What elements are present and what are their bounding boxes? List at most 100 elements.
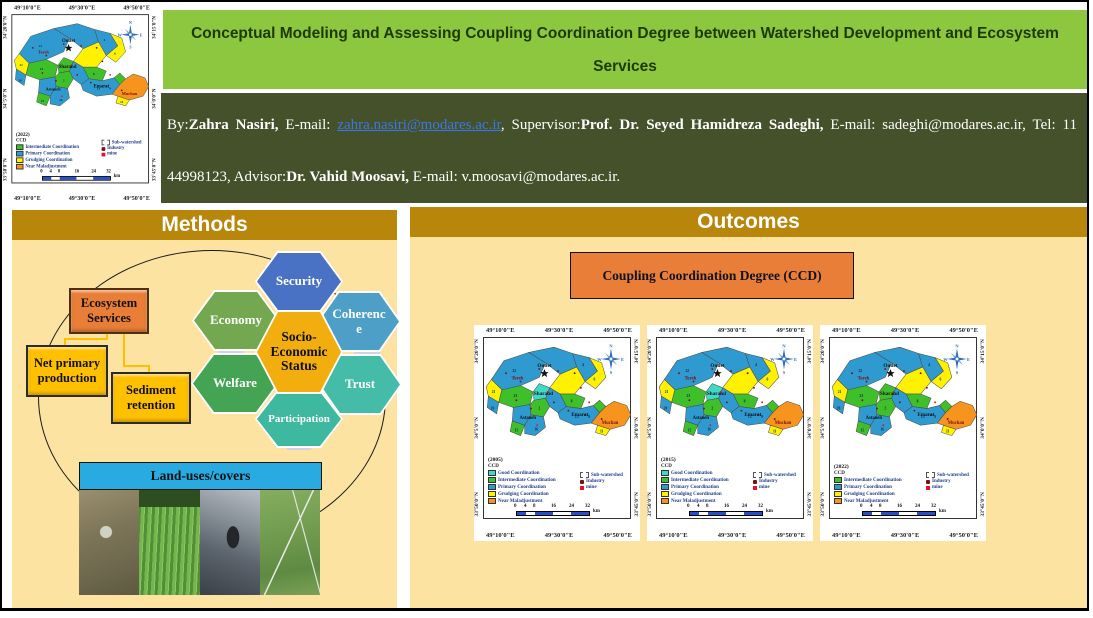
svg-text:Emarat: Emarat (571, 412, 588, 418)
coord-label: 34°5'0"N (647, 417, 653, 439)
legend-label: Good Coordination (498, 470, 540, 476)
svg-text:W: W (770, 357, 775, 362)
hexagon-label: Socio-Economic Status (270, 328, 328, 374)
outcomes-body: Coupling Coordination Degree (CCD) 49°10… (410, 237, 1087, 608)
scale-tick: 8 (706, 504, 709, 509)
svg-text:11: 11 (773, 429, 777, 433)
svg-text:Sharand: Sharand (534, 391, 553, 397)
scale-tick: 0 (860, 504, 863, 509)
svg-text:Emarat: Emarat (917, 412, 934, 418)
svg-text:Emarat: Emarat (94, 84, 110, 89)
svg-text:4: 4 (103, 38, 105, 42)
svg-text:Toreh: Toreh (858, 376, 870, 381)
legend-label: Near Maladjustment (25, 164, 67, 170)
legend-entry: Industry (580, 479, 623, 484)
svg-text:16: 16 (707, 427, 711, 431)
ccd-map-card: 49°10'0"E 49°30'0"E 49°50'0"E 34°20'0"N … (3, 3, 158, 204)
svg-text:13: 13 (748, 415, 752, 419)
email-link[interactable]: zahra.nasiri@modares.ac.ir (337, 117, 501, 133)
subwatershed-swatch (580, 472, 589, 478)
svg-text:8: 8 (744, 399, 746, 403)
poster-title-bar: Conceptual Modeling and Assessing Coupli… (163, 10, 1087, 89)
legend-label: mine (759, 485, 770, 490)
svg-text:11: 11 (946, 429, 950, 433)
legend-label: Industry (759, 479, 778, 484)
coord-label: 34°0'0"N (980, 417, 986, 439)
coord-label: 49°50'0"E (776, 532, 805, 539)
scale-tick: 24 (91, 169, 96, 175)
svg-text:N: N (129, 20, 132, 25)
coord-label: 49°30'0"E (890, 327, 920, 334)
map-legend-symbols: Sub-watershed Industry mine (580, 472, 623, 491)
svg-text:11: 11 (120, 100, 124, 104)
legend-title: CCD (488, 464, 499, 469)
svg-text:2: 2 (63, 79, 65, 83)
map-legend-symbols: Sub-watershed Industry mine (101, 139, 142, 158)
coord-label: 33°45'0"N (634, 492, 640, 517)
legend-title: CCD (661, 464, 672, 469)
scale-tick: 0 (40, 169, 43, 175)
ccd-map-card: 49°10'0"E 49°30'0"E 49°50'0"E 34°20'0"N … (474, 325, 640, 541)
scale-tick: 4 (870, 504, 873, 509)
svg-text:15: 15 (515, 428, 519, 432)
svg-text:20: 20 (491, 407, 495, 411)
poster-title-line1: Conceptual Modeling and Assessing Coupli… (191, 24, 1059, 42)
legend-rows: Intermediate Coordination Primary Coordin… (834, 477, 902, 504)
map-legend-symbols: Sub-watershed Industry mine (753, 472, 796, 491)
svg-text:2: 2 (711, 407, 713, 411)
svg-text:2: 2 (538, 407, 540, 411)
connector-lines (64, 330, 150, 372)
compass-rose-icon: N E S W (770, 343, 797, 375)
svg-text:Astaneh: Astaneh (520, 416, 537, 421)
scale-tick: 8 (533, 504, 536, 509)
svg-text:21: 21 (838, 390, 842, 394)
scale-tick: 32 (585, 504, 590, 509)
legend-entry: Grudging Coordination (488, 491, 556, 497)
legend-rows: Good Coordination Intermediate Coordinati… (661, 470, 729, 504)
svg-text:Outlet: Outlet (537, 363, 551, 369)
coord-label: 34°15'0"N (807, 339, 813, 364)
hexagon-label: Coherence (332, 306, 386, 336)
svg-text:22: 22 (39, 44, 43, 48)
hexagon-label: Trust (344, 376, 376, 392)
svg-text:20: 20 (664, 407, 668, 411)
legend-swatch (488, 470, 496, 476)
legend-label: Near Maladjustment (844, 498, 889, 504)
hexagon-label: Economy (210, 312, 262, 328)
svg-text:Outlet: Outlet (62, 39, 76, 44)
subwatershed-swatch (101, 139, 110, 146)
net-primary-production-label: Net primary production (33, 356, 101, 385)
scale-unit: km (113, 174, 121, 179)
svg-text:22: 22 (686, 369, 690, 373)
legend-label: Grudging Coordination (671, 491, 722, 497)
subwatershed-swatch (926, 472, 935, 478)
legend-label: Primary Coordination (844, 484, 892, 490)
svg-text:13: 13 (97, 86, 101, 90)
legend-label: Intermediate Coordination (671, 477, 729, 483)
legend-label: Industry (107, 146, 125, 151)
svg-text:16: 16 (880, 427, 884, 431)
svg-text:16: 16 (59, 98, 63, 102)
photo-mining-excavator (199, 490, 260, 595)
legend-swatch (661, 491, 669, 497)
scale-tick: 16 (724, 504, 729, 509)
svg-text:4: 4 (928, 363, 930, 367)
svg-text:Sharand: Sharand (707, 391, 726, 397)
by-label: By: (167, 117, 189, 133)
industry-marker-icon (101, 146, 106, 151)
legend-swatch (834, 498, 842, 504)
svg-text:6: 6 (114, 52, 116, 56)
mine-marker-icon (580, 485, 584, 490)
map-left-coordinates: 34°20'0"N 34°5'0"N 33°50'0"N (647, 339, 653, 517)
coord-label: 49°10'0"E (659, 532, 688, 539)
svg-text:Muchan: Muchan (775, 421, 792, 426)
svg-text:E: E (967, 357, 970, 362)
photo-drilling-site (79, 490, 140, 595)
svg-text:8: 8 (917, 399, 919, 403)
map-legend: (2005) CCD Good Coordination Intermediate… (488, 457, 556, 505)
author-text: By:Zahra Nasiri, E-mail: zahra.nasiri@mo… (161, 93, 1087, 203)
coord-label: 34°5'0"N (3, 88, 9, 109)
coord-label: 33°50'0"N (474, 492, 480, 517)
legend-label: Near Maladjustment (671, 498, 716, 504)
